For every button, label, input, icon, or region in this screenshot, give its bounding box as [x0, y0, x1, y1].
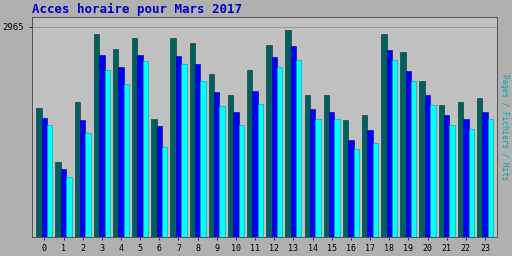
- Bar: [362, 115, 368, 237]
- Bar: [343, 120, 348, 237]
- Bar: [47, 125, 52, 237]
- Bar: [277, 67, 282, 237]
- Bar: [477, 98, 482, 237]
- Bar: [99, 55, 104, 237]
- Bar: [162, 147, 167, 237]
- Bar: [118, 67, 124, 237]
- Bar: [482, 112, 487, 237]
- Bar: [228, 95, 233, 237]
- Bar: [458, 102, 463, 237]
- Bar: [94, 34, 99, 237]
- Bar: [176, 56, 181, 237]
- Bar: [324, 95, 329, 237]
- Bar: [220, 106, 225, 237]
- Bar: [157, 126, 162, 237]
- Bar: [258, 104, 263, 237]
- Bar: [310, 109, 315, 237]
- Bar: [104, 70, 110, 237]
- Y-axis label: Pages / Fichiers / Hits: Pages / Fichiers / Hits: [500, 74, 509, 180]
- Bar: [348, 140, 354, 237]
- Bar: [55, 162, 61, 237]
- Text: Acces horaire pour Mars 2017: Acces horaire pour Mars 2017: [32, 3, 242, 16]
- Bar: [138, 55, 143, 237]
- Bar: [425, 95, 430, 237]
- Bar: [354, 150, 359, 237]
- Bar: [411, 81, 416, 237]
- Bar: [450, 125, 455, 237]
- Bar: [315, 119, 321, 237]
- Bar: [124, 84, 129, 237]
- Bar: [406, 71, 411, 237]
- Bar: [209, 74, 214, 237]
- Bar: [170, 38, 176, 237]
- Bar: [381, 34, 387, 237]
- Bar: [252, 91, 258, 237]
- Bar: [373, 143, 378, 237]
- Bar: [285, 30, 291, 237]
- Bar: [86, 133, 91, 237]
- Bar: [61, 169, 66, 237]
- Bar: [41, 118, 47, 237]
- Bar: [233, 112, 239, 237]
- Bar: [181, 64, 186, 237]
- Bar: [392, 60, 397, 237]
- Bar: [195, 64, 200, 237]
- Bar: [214, 92, 220, 237]
- Bar: [247, 70, 252, 237]
- Bar: [400, 52, 406, 237]
- Bar: [463, 119, 468, 237]
- Bar: [305, 95, 310, 237]
- Bar: [80, 120, 86, 237]
- Bar: [266, 45, 271, 237]
- Bar: [75, 102, 80, 237]
- Bar: [329, 112, 334, 237]
- Bar: [189, 42, 195, 237]
- Bar: [36, 108, 41, 237]
- Bar: [113, 49, 118, 237]
- Bar: [430, 105, 436, 237]
- Bar: [66, 177, 72, 237]
- Bar: [151, 119, 157, 237]
- Bar: [291, 46, 296, 237]
- Bar: [419, 81, 425, 237]
- Bar: [271, 57, 277, 237]
- Bar: [239, 125, 244, 237]
- Bar: [200, 81, 206, 237]
- Bar: [334, 119, 340, 237]
- Bar: [387, 50, 392, 237]
- Bar: [487, 119, 493, 237]
- Bar: [468, 129, 474, 237]
- Bar: [444, 115, 450, 237]
- Bar: [132, 38, 138, 237]
- Bar: [368, 130, 373, 237]
- Bar: [296, 59, 302, 237]
- Bar: [143, 61, 148, 237]
- Bar: [439, 105, 444, 237]
